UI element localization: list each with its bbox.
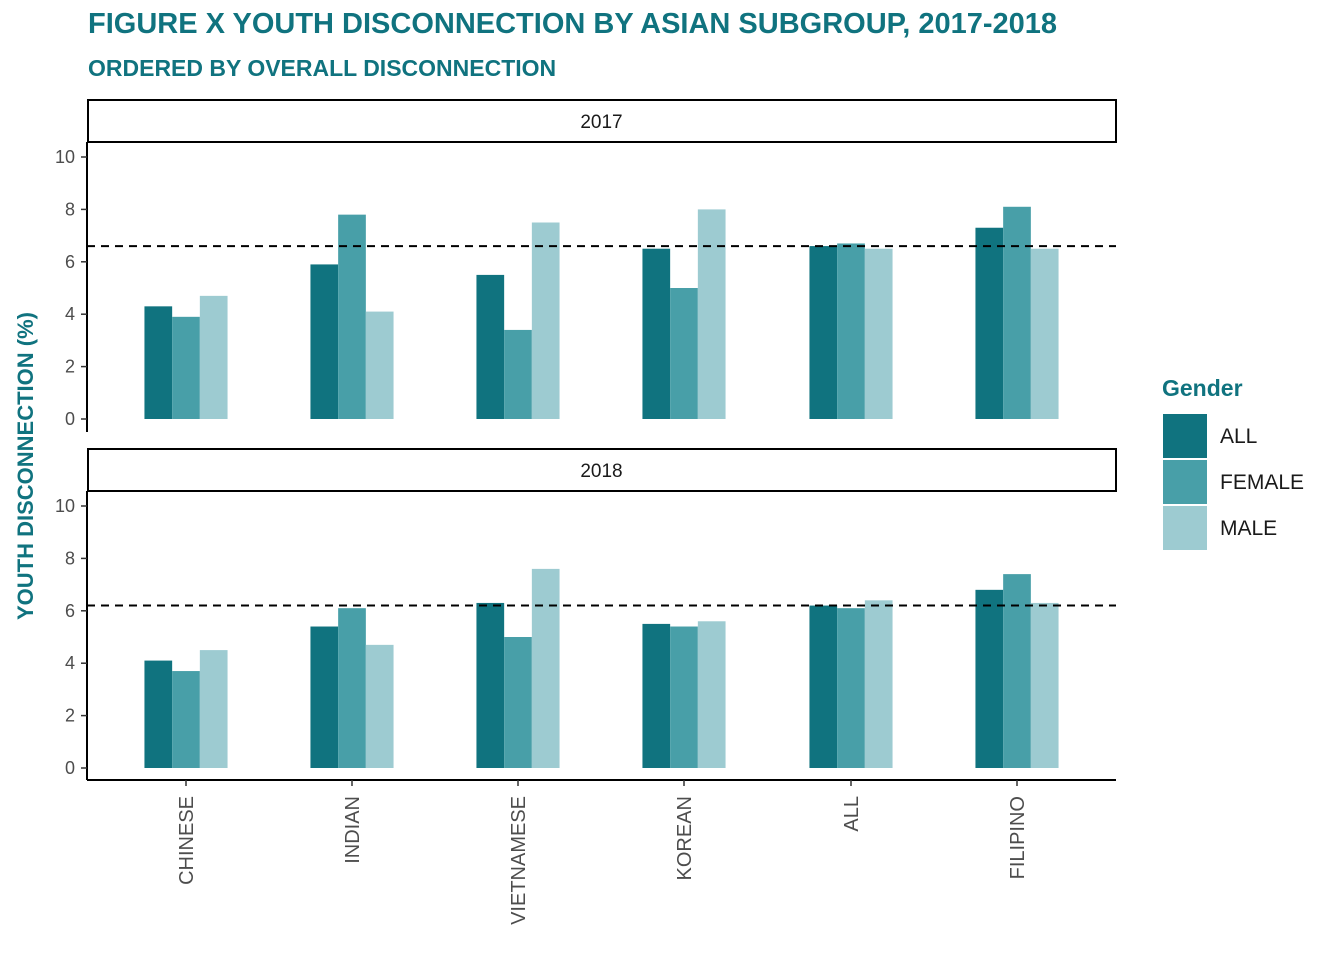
facet-strip-2018 [87,448,1117,492]
bar-2018-chinese-male [199,650,228,768]
bar-2018-chinese-all [144,660,173,768]
x-tick-label: INDIAN [342,796,364,864]
x-tick-label: ALL [841,796,863,832]
bar-2018-filipino-female [1003,574,1031,768]
y-tick-label: 10 [55,496,75,516]
y-tick-label: 10 [55,147,75,167]
y-axis-title: YOUTH DISCONNECTION (%) [13,312,38,620]
bar-2018-indian-female [338,608,366,768]
chart-subtitle: ORDERED BY OVERALL DISCONNECTION [88,55,557,81]
y-tick-label: 8 [65,199,75,219]
chart-title: FIGURE X YOUTH DISCONNECTION BY ASIAN SU… [88,8,1058,40]
legend-key-all [1163,414,1207,458]
facet-strip-2017 [87,99,1117,143]
bar-2018-vietnamese-all [476,602,505,768]
bar-2018-filipino-all [975,589,1004,768]
bar-2017-indian-female [338,214,366,419]
x-tick-label: KOREAN [674,796,696,880]
x-tick-label: CHINESE [176,796,198,885]
bar-2017-filipino-female [1003,206,1031,419]
y-tick-label: 2 [65,706,75,726]
bar-2018-vietnamese-female [504,637,532,768]
y-tick-label: 0 [65,758,75,778]
bar-2018-korean-all [642,623,671,768]
facet-strip-label: 2018 [580,461,622,482]
y-tick-label: 6 [65,252,75,272]
bar-2017-vietnamese-female [504,329,532,419]
legend-label-all: ALL [1220,425,1257,448]
bar-2017-filipino-all [975,227,1004,419]
legend-label-female: FEMALE [1220,471,1304,494]
bar-2018-indian-all [310,626,339,768]
bar-2017-indian-all [310,264,339,419]
x-tick-label: FILIPINO [1007,796,1029,879]
bar-2018-all-female [837,608,865,768]
legend-title: Gender [1162,375,1243,401]
bar-2017-vietnamese-male [531,222,560,419]
bar-2017-all-male [864,248,893,419]
bar-2017-korean-male [697,209,726,419]
x-tick-label: VIETNAMESE [508,796,530,925]
y-tick-label: 2 [65,357,75,377]
y-tick-label: 4 [65,653,75,673]
facet-strip-label: 2017 [580,112,622,133]
bar-2017-korean-all [642,248,671,419]
bar-2018-korean-male [697,621,726,768]
y-tick-label: 0 [65,409,75,429]
bar-2017-chinese-male [199,295,228,419]
bar-2017-indian-male [365,311,394,419]
y-tick-label: 8 [65,548,75,568]
bar-2017-vietnamese-all [476,274,505,419]
bar-2017-chinese-female [172,316,200,419]
legend-key-male [1163,506,1207,550]
y-tick-label: 6 [65,601,75,621]
bar-2018-korean-female [670,626,698,768]
legend-key-female [1163,460,1207,504]
bar-2018-chinese-female [172,671,200,768]
bar-2017-korean-female [670,288,698,419]
bar-2018-vietnamese-male [531,568,560,768]
bar-2018-filipino-male [1030,602,1059,768]
bar-2018-indian-male [365,644,394,768]
bar-2017-all-female [837,243,865,419]
bar-2017-chinese-all [144,306,173,419]
bar-2017-all-all [809,246,838,419]
bar-2018-all-male [864,600,893,768]
legend-label-male: MALE [1220,517,1277,540]
bar-2018-all-all [809,605,838,768]
y-tick-label: 4 [65,304,75,324]
bar-2017-filipino-male [1030,248,1059,419]
